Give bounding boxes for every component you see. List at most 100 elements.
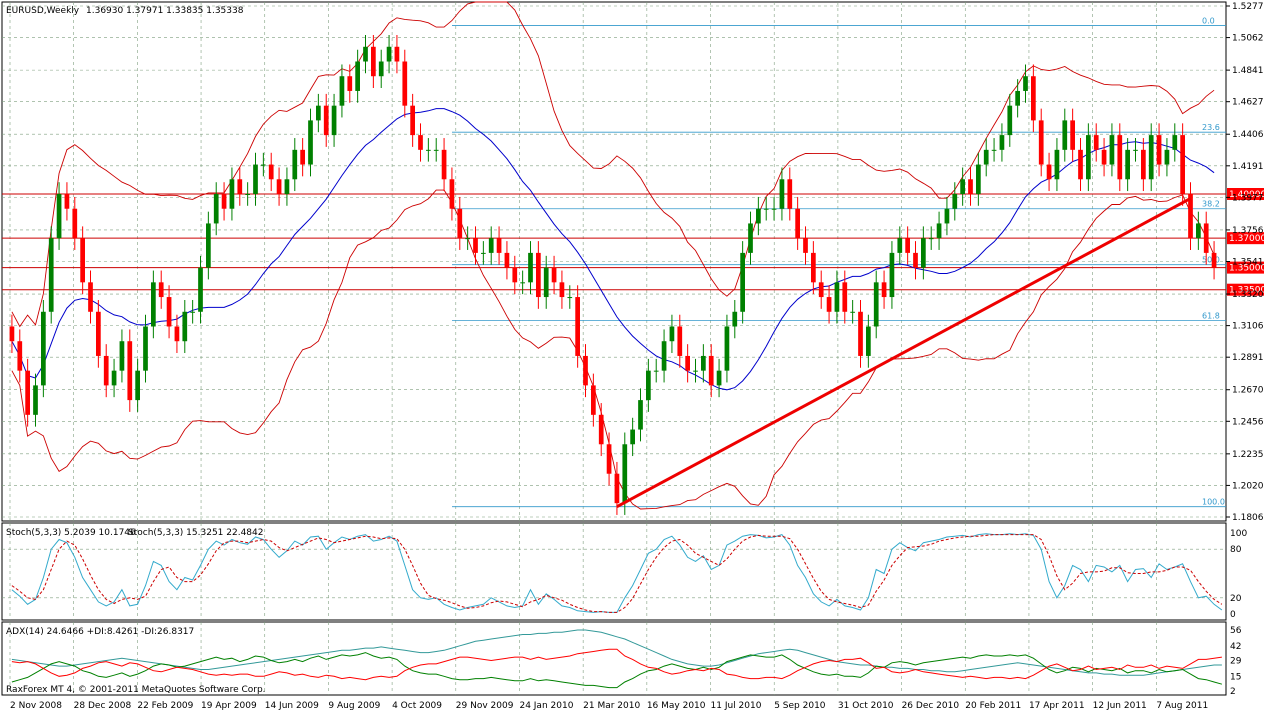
candle-body <box>999 135 1005 150</box>
candle-body <box>779 179 785 209</box>
level-label: 1.35000 <box>1229 264 1264 274</box>
candle-body <box>944 208 950 224</box>
candle-body <box>913 252 918 268</box>
candle-body <box>1172 135 1178 150</box>
candle-body <box>198 267 203 312</box>
adx-tick-label: 15 <box>1230 672 1241 682</box>
x-tick-label: 2 Nov 2008 <box>10 701 62 711</box>
candle-body <box>190 311 195 313</box>
candle-body <box>449 179 455 209</box>
candle-body <box>1148 135 1154 180</box>
y-tick-label: 1.26705 <box>1232 386 1264 396</box>
candle-body <box>1188 193 1193 239</box>
candle-body <box>119 341 125 371</box>
candle-body <box>520 282 525 284</box>
candle-body <box>567 297 573 299</box>
candle-body <box>512 267 518 283</box>
y-tick-label: 1.20205 <box>1232 481 1264 491</box>
candle-body <box>811 252 816 283</box>
copyright-text: RaxForex MT 4, © 2001-2011 MetaQuotes So… <box>6 685 266 695</box>
candle-body <box>9 326 15 342</box>
candle-body <box>756 208 761 224</box>
candle-body <box>787 179 793 209</box>
candle-body <box>1023 76 1028 91</box>
candle-body <box>300 149 305 165</box>
level-tag <box>1227 232 1264 245</box>
candle-body <box>606 444 612 474</box>
minus-di-line <box>11 648 1222 681</box>
candle-body <box>253 164 258 194</box>
candle-body <box>64 193 70 209</box>
candle-body <box>795 208 800 239</box>
candle-body <box>1101 149 1107 165</box>
level-label: 1.40000 <box>1229 190 1264 200</box>
candle-body <box>669 326 675 342</box>
adx-label: ADX(14) 24.6466 +DI:8.4261 -DI:26.8317 <box>6 627 194 637</box>
candle-body <box>866 326 871 356</box>
candle-body <box>386 46 392 62</box>
candle-body <box>410 105 415 136</box>
candle-body <box>630 429 635 445</box>
candle-body <box>1038 120 1044 165</box>
candle-body <box>834 282 840 312</box>
candle-body <box>881 282 887 298</box>
candle-body <box>543 267 549 298</box>
candle-body <box>355 61 360 91</box>
y-tick-label: 1.41915 <box>1232 162 1264 172</box>
candle-body <box>1125 149 1130 180</box>
x-tick-label: 31 Oct 2010 <box>838 701 894 711</box>
stochastic-lines: 100 80 20 0 <box>2 529 1247 620</box>
candle-body <box>72 208 78 239</box>
candle-body <box>292 149 298 180</box>
candle-body <box>960 179 965 194</box>
level-label: 1.37000 <box>1229 234 1264 244</box>
adx-tick-label: 2 <box>1230 687 1236 697</box>
adx-panel <box>1 621 1227 696</box>
stoch-signal-line <box>11 534 1223 613</box>
bollinger-upper <box>11 1 1215 328</box>
x-tick-label: 4 Oct 2009 <box>392 701 442 711</box>
x-tick-label: 21 Mar 2010 <box>583 701 640 711</box>
candle-body <box>316 105 321 121</box>
fib-label: 100.0 <box>1202 498 1225 507</box>
candle-body <box>48 238 54 312</box>
level-label: 1.33500 <box>1229 286 1264 296</box>
candle-body <box>1109 135 1115 165</box>
candle-body <box>363 46 368 62</box>
x-tick-label: 5 Sep 2010 <box>774 701 826 711</box>
candle-body <box>850 311 855 313</box>
candle-body <box>111 370 117 386</box>
candle-body <box>1156 135 1162 165</box>
candle-body <box>858 311 863 356</box>
candle-body <box>716 370 722 386</box>
candle-body <box>677 326 683 356</box>
trendline[interactable] <box>616 197 1192 509</box>
stoch-tick-label: 0 <box>1230 610 1236 620</box>
candle-body <box>583 355 588 386</box>
x-tick-label: 14 Jun 2009 <box>265 701 319 711</box>
candle-body <box>284 179 290 194</box>
candle-body <box>426 149 431 151</box>
candle-body <box>952 193 958 209</box>
y-tick-label: 1.24560 <box>1232 417 1264 427</box>
y-tick-label: 1.50625 <box>1232 34 1264 44</box>
candle-body <box>685 355 690 371</box>
x-tick-label: 20 Feb 2011 <box>965 701 1021 711</box>
candle-body <box>96 311 101 356</box>
candle-body <box>473 238 478 253</box>
candle-body <box>889 252 895 298</box>
stoch-panel <box>1 522 1227 621</box>
x-tick-label: 26 Dec 2010 <box>902 701 960 711</box>
x-tick-label: 7 Aug 2011 <box>1156 701 1208 711</box>
stoch-tick-label: 100 <box>1230 529 1247 539</box>
candle-body <box>693 370 698 372</box>
y-tick-label: 1.31060 <box>1232 322 1264 332</box>
candle-body <box>143 326 148 371</box>
adx-tick-label: 29 <box>1230 657 1242 667</box>
candle-body <box>174 326 180 342</box>
candle-body <box>614 473 620 504</box>
stoch-label-a: Stoch(5,3,3) 5.2039 10.1746 <box>6 528 136 538</box>
x-tick-label: 24 Jan 2010 <box>519 701 573 711</box>
